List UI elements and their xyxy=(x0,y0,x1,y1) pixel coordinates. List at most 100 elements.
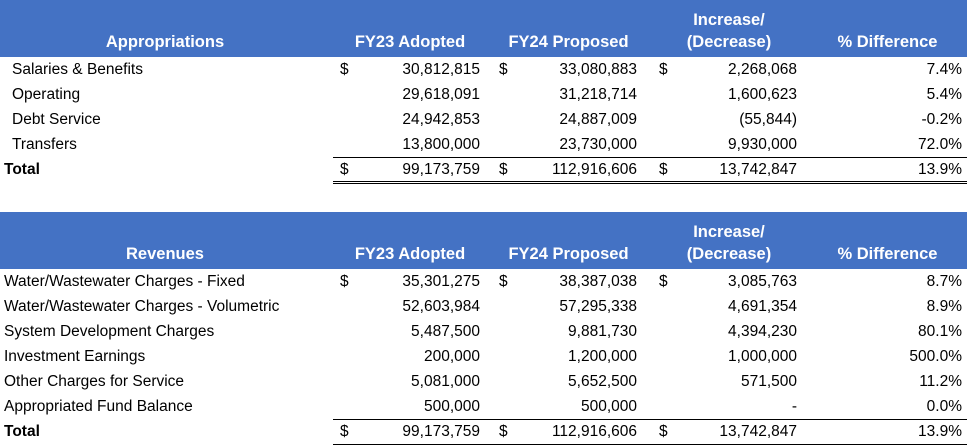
row-label: Other Charges for Service xyxy=(4,373,185,390)
percent-difference: 13.9% xyxy=(918,423,962,440)
dollar-sign: $ xyxy=(659,61,668,78)
change-value: 1,000,000 xyxy=(728,348,797,365)
percent-difference: 13.9% xyxy=(918,161,962,178)
header-increase-decrease: Increase/ (Decrease) xyxy=(686,11,772,51)
fy24-value: 57,295,338 xyxy=(559,298,637,315)
fy23-value: 29,618,091 xyxy=(402,86,480,103)
fy23-value: 99,173,759 xyxy=(402,161,480,178)
header-category: Revenues xyxy=(126,245,204,263)
change-value: 1,600,623 xyxy=(728,86,797,103)
percent-difference: 0.0% xyxy=(926,398,962,415)
dollar-sign: $ xyxy=(340,161,349,178)
fy23-value: 52,603,984 xyxy=(402,298,480,315)
percent-difference: 8.9% xyxy=(926,298,962,315)
dollar-sign: $ xyxy=(659,273,668,290)
table-row: System Development Charges 5,487,500 9,881… xyxy=(0,319,967,344)
fy23-value: 200,000 xyxy=(423,348,480,365)
dollar-sign: $ xyxy=(499,423,508,440)
dollar-sign: $ xyxy=(340,273,349,290)
fy23-value: 13,800,000 xyxy=(402,136,480,153)
row-label: Operating xyxy=(12,86,81,103)
fy23-value: 24,942,853 xyxy=(402,111,480,128)
percent-difference: 7.4% xyxy=(926,61,962,78)
row-label: System Development Charges xyxy=(4,323,215,340)
fy23-value: 30,812,815 xyxy=(402,61,480,78)
row-label: Total xyxy=(4,423,40,440)
total-row: Total $ $ $99,173,759 112,916,606 13,742,847 1… xyxy=(0,157,967,184)
dollar-sign: $ xyxy=(659,423,668,440)
table-row: Water/Wastewater Charges - Volumetric 52,… xyxy=(0,294,967,319)
dollar-sign: $ xyxy=(499,61,508,78)
fy23-value: 5,487,500 xyxy=(411,323,480,340)
header-percent-difference: % Difference xyxy=(837,245,938,263)
row-label: Water/Wastewater Charges - Volumetric xyxy=(4,298,280,315)
fy23-value: 500,000 xyxy=(423,398,480,415)
percent-difference: 80.1% xyxy=(918,323,962,340)
dollar-sign: $ xyxy=(340,423,349,440)
total-top-border xyxy=(333,419,967,420)
appropriations-table: Appropriations FY23 Adopted FY24 Proposed I… xyxy=(0,0,967,184)
table-row: Debt Service 24,942,853 24,887,009 (55,844)… xyxy=(0,107,967,132)
header-percent-difference: % Difference xyxy=(837,33,938,51)
percent-difference: 72.0% xyxy=(918,136,962,153)
row-label: Debt Service xyxy=(12,111,101,128)
fy24-value: 38,387,038 xyxy=(559,273,637,290)
header-category: Appropriations xyxy=(105,33,225,51)
percent-difference: 8.7% xyxy=(926,273,962,290)
dollar-sign: $ xyxy=(340,61,349,78)
total-row: Total $ $ $99,173,759 112,916,606 13,742,847 1… xyxy=(0,419,967,445)
fy24-value: 1,200,000 xyxy=(568,348,637,365)
percent-difference: -0.2% xyxy=(921,111,963,128)
table-row: Operating 29,618,091 31,218,714 1,600,623 5.… xyxy=(0,82,967,107)
percent-difference: 5.4% xyxy=(926,86,962,103)
change-value: 4,691,354 xyxy=(728,298,797,315)
dollar-sign: $ xyxy=(659,161,668,178)
fy23-value: 99,173,759 xyxy=(402,423,480,440)
revenues-table: Revenues FY23 Adopted FY24 Proposed Increas… xyxy=(0,212,967,445)
header-fy24-proposed: FY24 Proposed xyxy=(508,33,629,51)
change-value: 3,085,763 xyxy=(728,273,797,290)
header-fy24-proposed: FY24 Proposed xyxy=(508,245,629,263)
percent-difference: 500.0% xyxy=(909,348,962,365)
fy24-value: 24,887,009 xyxy=(559,111,637,128)
header-fy23-adopted: FY23 Adopted xyxy=(354,245,466,263)
header-fy23-adopted: FY23 Adopted xyxy=(354,33,466,51)
table-row: Salaries & Benefits $ $ $30,812,815 33,080,8… xyxy=(0,57,967,82)
fy24-value: 112,916,606 xyxy=(551,423,637,440)
change-value: 9,930,000 xyxy=(728,136,797,153)
table-header: Appropriations FY23 Adopted FY24 Proposed I… xyxy=(0,0,967,57)
change-value: (55,844) xyxy=(739,111,797,128)
table-row: Water/Wastewater Charges - Fixed $ $ $35,30… xyxy=(0,269,967,294)
table-row: Appropriated Fund Balance 500,000 500,000 -… xyxy=(0,394,967,419)
row-label: Transfers xyxy=(12,136,77,153)
fy24-value: 500,000 xyxy=(580,398,637,415)
dollar-sign: $ xyxy=(499,161,508,178)
fy24-value: 31,218,714 xyxy=(559,86,637,103)
total-top-border xyxy=(333,157,967,158)
fy24-value: 5,652,500 xyxy=(568,373,637,390)
change-value: - xyxy=(791,398,797,415)
change-value: 13,742,847 xyxy=(719,423,797,440)
fy24-value: 9,881,730 xyxy=(568,323,637,340)
table-row: Other Charges for Service 5,081,000 5,652,… xyxy=(0,369,967,394)
change-value: 4,394,230 xyxy=(728,323,797,340)
fy24-value: 33,080,883 xyxy=(559,61,637,78)
fy23-value: 35,301,275 xyxy=(402,273,480,290)
fy23-value: 5,081,000 xyxy=(411,373,480,390)
total-bottom-border xyxy=(333,181,967,184)
row-label: Appropriated Fund Balance xyxy=(4,398,193,415)
change-value: 571,500 xyxy=(740,373,797,390)
row-label: Salaries & Benefits xyxy=(12,61,143,78)
fy24-value: 112,916,606 xyxy=(551,161,637,178)
row-label: Investment Earnings xyxy=(4,348,146,365)
percent-difference: 11.2% xyxy=(919,373,962,390)
fy24-value: 23,730,000 xyxy=(559,136,637,153)
table-row: Investment Earnings 200,000 1,200,000 1,000… xyxy=(0,344,967,369)
row-label: Water/Wastewater Charges - Fixed xyxy=(4,273,245,290)
table-header: Revenues FY23 Adopted FY24 Proposed Increas… xyxy=(0,212,967,269)
row-label: Total xyxy=(4,161,40,178)
header-increase-decrease: Increase/ (Decrease) xyxy=(686,223,772,263)
change-value: 2,268,068 xyxy=(728,61,797,78)
table-row: Transfers 13,800,000 23,730,000 9,930,000 72… xyxy=(0,132,967,157)
dollar-sign: $ xyxy=(499,273,508,290)
